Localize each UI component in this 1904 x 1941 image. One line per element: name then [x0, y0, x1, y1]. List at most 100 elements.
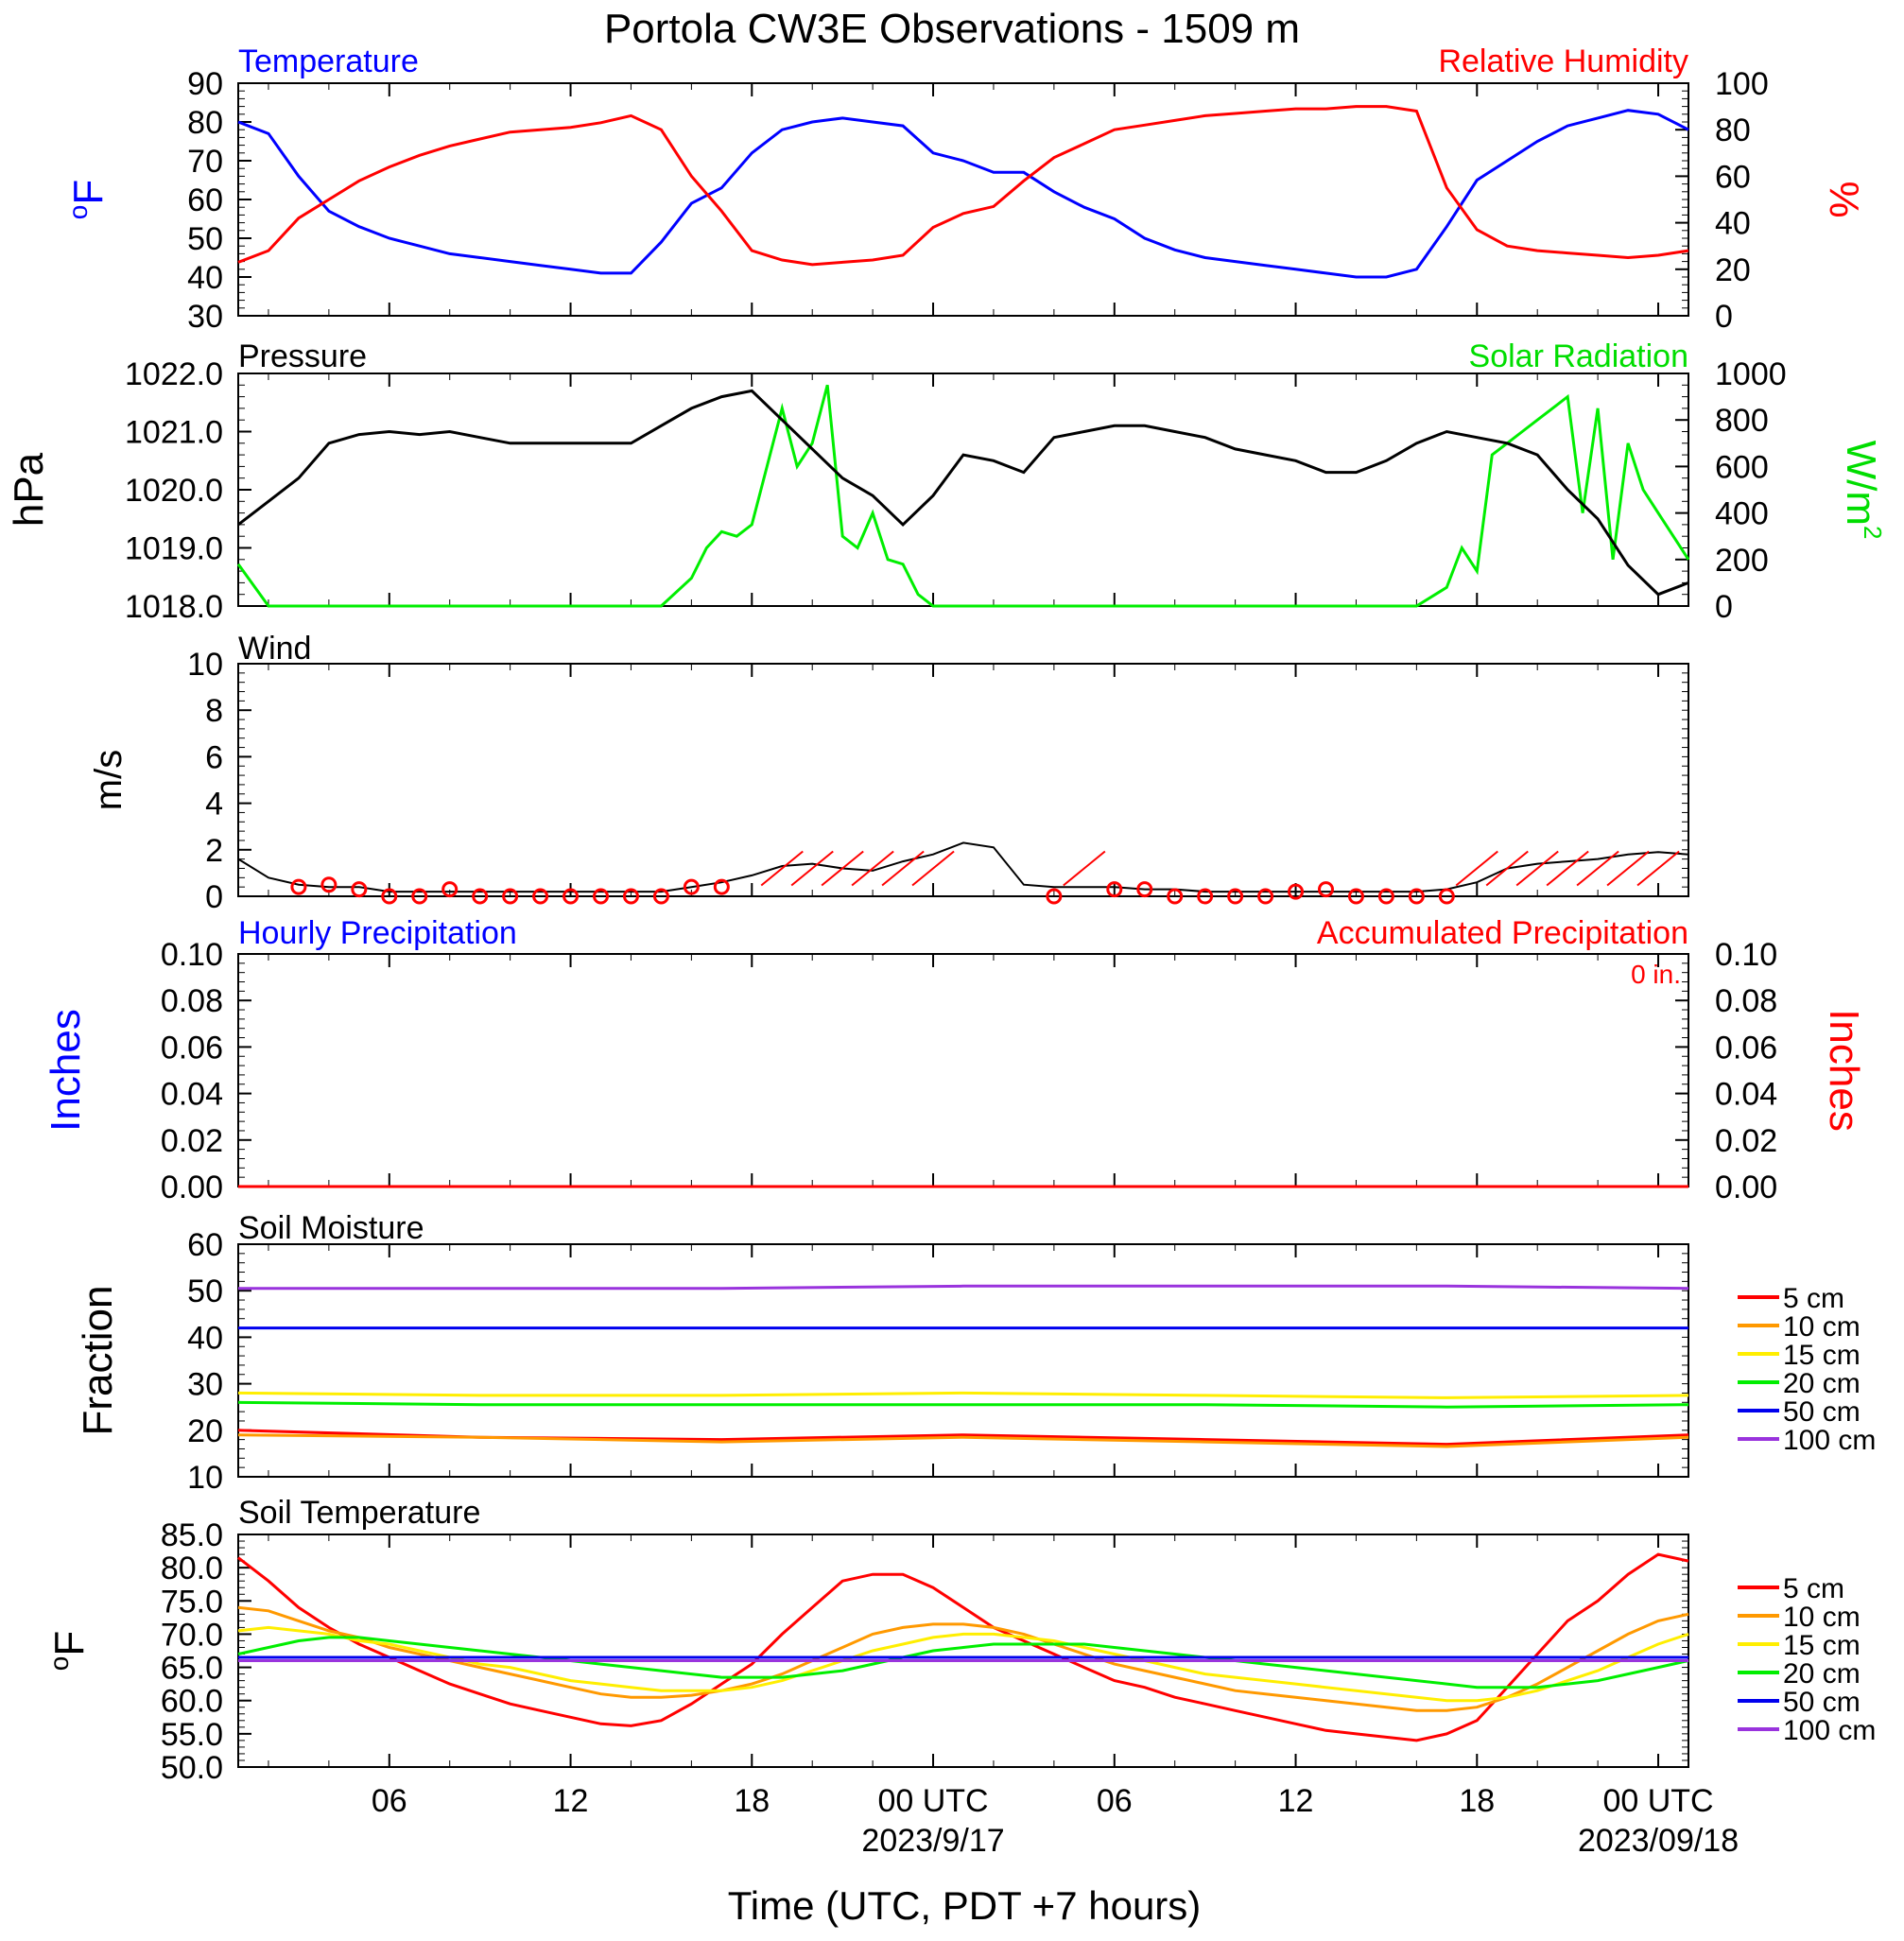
- temp_rh-left-tick-label: 30: [187, 299, 223, 335]
- precip-left-tick-label: 0.10: [161, 937, 223, 973]
- temp_rh-right-tick-label: 0: [1715, 299, 1733, 335]
- x-axis-label: Time (UTC, PDT +7 hours): [728, 1883, 1202, 1928]
- temp_rh-right-tick-label: 20: [1715, 252, 1751, 288]
- soil-temp-title: Soil Temperature: [238, 1495, 480, 1531]
- pressure_solar-right-tick-label: 1000: [1715, 356, 1787, 392]
- soil_temp-left-tick-label: 70.0: [161, 1617, 223, 1653]
- precip-right-tick-label: 0.04: [1715, 1077, 1777, 1113]
- wind-calm-marker: [532, 888, 549, 905]
- soil_temp-left-tick-label: 55.0: [161, 1717, 223, 1753]
- wind-calm-marker: [1288, 883, 1305, 900]
- x-tick-label: 12: [1278, 1783, 1314, 1819]
- pressure_solar-left-tick-label: 1020.0: [125, 473, 223, 509]
- x-tick-label: 00 UTC: [877, 1783, 988, 1819]
- x-date-label: 2023/9/17: [861, 1823, 1004, 1859]
- wind-barb: [851, 850, 894, 887]
- panel-pressure-solar-frame: [237, 373, 1689, 607]
- temp_rh-left-tick-label: 60: [187, 182, 223, 218]
- precip-right-unit-label: Inches: [1821, 1009, 1867, 1132]
- pressure-title: Pressure: [238, 338, 367, 374]
- wind-calm-marker: [1318, 881, 1334, 898]
- pressure_solar-left-tick-label: 1019.0: [125, 531, 223, 567]
- wind-barb: [1606, 850, 1650, 887]
- wind-barb: [881, 850, 925, 887]
- precip-right-tick-label: 0.10: [1715, 937, 1777, 973]
- soil-moisture-title: Soil Moisture: [238, 1210, 424, 1246]
- soil_temp-left-tick-label: 75.0: [161, 1584, 223, 1620]
- pressure_solar-right-tick-label: 400: [1715, 496, 1769, 532]
- precip-left-unit-label: Inches: [43, 1009, 89, 1132]
- wind-calm-marker: [502, 888, 519, 905]
- hourly-precip-title: Hourly Precipitation: [238, 915, 517, 951]
- pressure_solar-right-tick-label: 600: [1715, 449, 1769, 485]
- soil_moisture-left-tick-label: 50: [187, 1274, 223, 1309]
- rh-title: Relative Humidity: [1438, 43, 1688, 79]
- wind-calm-marker: [1197, 888, 1214, 905]
- soil_moisture-left-tick-label: 10: [187, 1460, 223, 1496]
- pressure_solar-right-tick-label: 200: [1715, 543, 1769, 579]
- temp_rh-left-tick-label: 70: [187, 144, 223, 180]
- wind-calm-marker: [1257, 888, 1274, 905]
- wind-calm-marker: [1046, 888, 1063, 905]
- panel-precip-frame: [237, 953, 1689, 1187]
- wind-calm-marker: [563, 888, 580, 905]
- wind-calm-marker: [320, 876, 338, 893]
- chart-title: Portola CW3E Observations - 1509 m: [604, 6, 1300, 52]
- wind-left-tick-label: 2: [205, 833, 223, 869]
- soil_temp-left-tick-label: 85.0: [161, 1517, 223, 1553]
- soil-temp-legend-label: 15 cm: [1783, 1630, 1861, 1661]
- precip-right-tick-label: 0.08: [1715, 983, 1777, 1019]
- soil-moisture-legend-label: 5 cm: [1783, 1283, 1844, 1314]
- precip-left-tick-label: 0.02: [161, 1123, 223, 1159]
- wind-barb: [1636, 850, 1680, 887]
- accum-precip-title: Accumulated Precipitation: [1317, 915, 1688, 951]
- x-tick-label: 00 UTC: [1602, 1783, 1713, 1819]
- soil-moisture-line-3: [237, 1391, 1689, 1399]
- soil-moisture-legend-label: 15 cm: [1783, 1340, 1861, 1371]
- wind-calm-marker: [441, 881, 459, 898]
- precip-right-tick-label: 0.02: [1715, 1123, 1777, 1159]
- panel-soil-temp-frame: [237, 1534, 1689, 1768]
- wind-calm-marker: [1408, 888, 1425, 905]
- wind-calm-marker: [351, 881, 368, 898]
- temp_rh-right-tick-label: 80: [1715, 113, 1751, 148]
- wind-left-tick-label: 0: [205, 879, 223, 915]
- wind-calm-marker: [652, 888, 669, 905]
- precip-left-tick-label: 0.08: [161, 983, 223, 1019]
- soil-temp-unit-label: oF: [44, 1631, 93, 1671]
- wind-calm-marker: [713, 878, 730, 895]
- x-tick-label: 06: [372, 1783, 407, 1819]
- soil-temp-legend-label: 5 cm: [1783, 1573, 1844, 1604]
- wind-left-tick-label: 8: [205, 693, 223, 729]
- temp_rh-right-tick-label: 60: [1715, 159, 1751, 195]
- accum-precip-total: 0 in.: [1631, 960, 1681, 989]
- temp_rh-left-tick-label: 50: [187, 221, 223, 257]
- wind-calm-marker: [683, 878, 700, 895]
- soil-temp-legend-label: 10 cm: [1783, 1602, 1861, 1633]
- soil-temp-legend-label: 20 cm: [1783, 1658, 1861, 1690]
- soil-moisture-legend-label: 10 cm: [1783, 1311, 1861, 1343]
- x-tick-label: 06: [1097, 1783, 1133, 1819]
- pressure-series-line: [237, 389, 1689, 597]
- soil_moisture-left-tick-label: 20: [187, 1413, 223, 1449]
- soil-moisture-line-2: [237, 1433, 1689, 1448]
- wind-left-tick-label: 6: [205, 739, 223, 775]
- soil_temp-left-tick-label: 80.0: [161, 1551, 223, 1586]
- wind-calm-marker: [290, 878, 307, 895]
- soil-temp-legend-label: 100 cm: [1783, 1715, 1876, 1746]
- solar-title: Solar Radiation: [1469, 338, 1688, 374]
- wind-calm-marker: [1106, 881, 1123, 898]
- wind-barb: [790, 850, 834, 887]
- soil-temp-legend-label: 50 cm: [1783, 1687, 1861, 1718]
- soil_temp-left-tick-label: 65.0: [161, 1651, 223, 1687]
- temp_rh-right-tick-label: 40: [1715, 206, 1751, 242]
- solar-unit-label: W/m2: [1838, 441, 1887, 540]
- temp_rh-left-tick-label: 80: [187, 105, 223, 141]
- wind-calm-marker: [1167, 888, 1184, 905]
- rh-unit-label: %: [1821, 181, 1867, 217]
- temperature-series-line: [237, 109, 1689, 279]
- precip-left-tick-label: 0.04: [161, 1077, 223, 1113]
- soil-moisture-legend-label: 100 cm: [1783, 1425, 1876, 1456]
- soil-moisture-line-6: [238, 1284, 1689, 1291]
